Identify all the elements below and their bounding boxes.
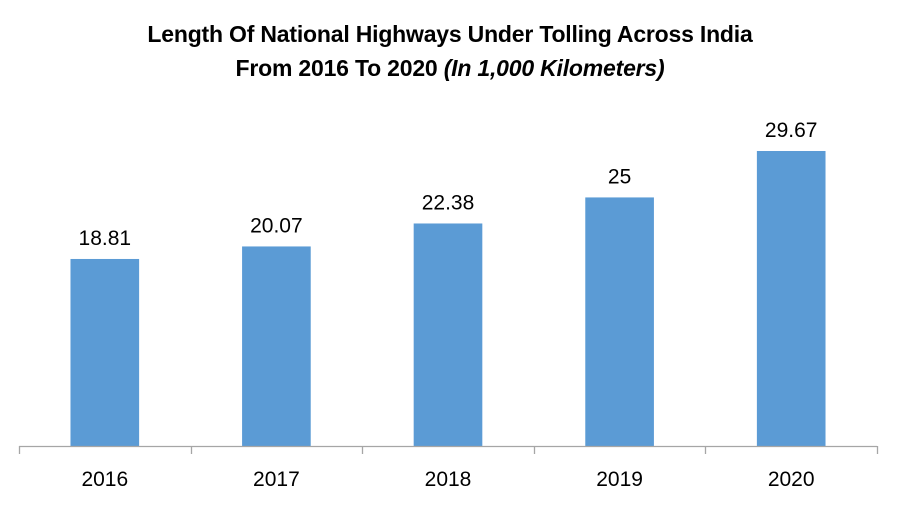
data-labels-group: 18.81 20.07 22.38 25 29.67	[79, 119, 818, 250]
chart-title-unit: (In 1,000 Kilometers)	[443, 55, 665, 81]
data-label-2016: 18.81	[79, 227, 132, 250]
x-tick-label-2020: 2020	[768, 468, 815, 491]
bar-2019	[585, 197, 654, 446]
x-axis	[18, 445, 879, 454]
data-label-2020: 29.67	[765, 119, 818, 142]
chart-title-line2: From 2016 To 2020 (In 1,000 Kilometers)	[0, 51, 900, 85]
x-tick-label-2016: 2016	[81, 468, 128, 491]
chart-title-line2-regular: From 2016 To 2020	[235, 55, 444, 81]
x-tick-label-2018: 2018	[425, 468, 472, 491]
data-label-2019: 25	[608, 165, 631, 188]
data-label-2017: 20.07	[250, 214, 303, 237]
x-tick-label-2017: 2017	[253, 468, 300, 491]
x-tick-labels-group: 2016 2017 2018 2019 2020	[81, 468, 814, 491]
data-label-2018: 22.38	[422, 191, 475, 214]
bar-2018	[413, 223, 483, 446]
bar-2017	[242, 246, 311, 446]
bars-group	[70, 150, 826, 446]
chart-title-line1: Length Of National Highways Under Tollin…	[147, 21, 753, 47]
bar-2020	[756, 150, 826, 446]
x-tick-label-2019: 2019	[596, 468, 643, 491]
bar-2016	[70, 258, 140, 446]
chart-title: Length Of National Highways Under Tollin…	[0, 17, 900, 85]
